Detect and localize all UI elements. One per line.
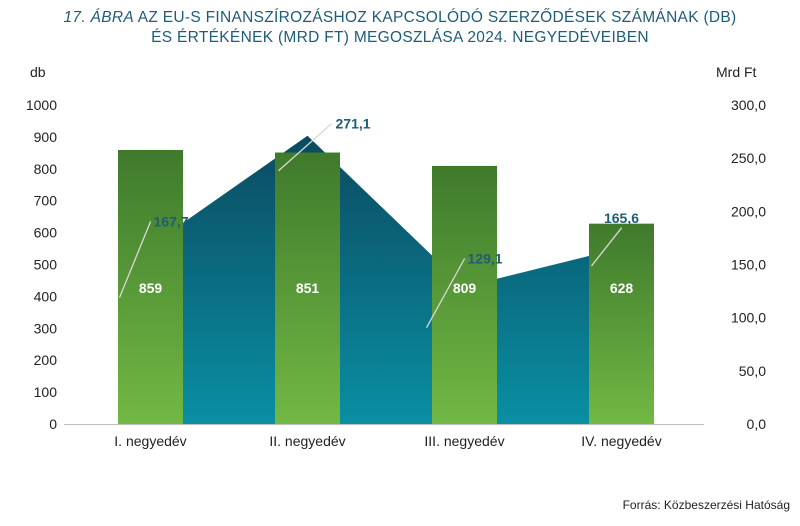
left-axis-tick-label: 100: [34, 384, 58, 400]
title-text-1: AZ EU-S FINANSZÍROZÁSHOZ KAPCSOLÓDÓ SZER…: [137, 9, 737, 26]
area-value-label: 129,1: [468, 251, 503, 267]
bar: [118, 149, 183, 424]
leader-line: [425, 258, 466, 329]
category-label: II. negyedév: [269, 433, 345, 449]
left-axis-tick-label: 500: [34, 257, 58, 273]
right-axis-tick-label: 300,0: [731, 97, 766, 113]
left-axis-tick-label: 700: [34, 193, 58, 209]
left-axis-tick-label: 900: [34, 129, 58, 145]
leader-line: [118, 221, 152, 298]
right-axis-tick-label: 50,0: [739, 363, 766, 379]
area-value-label: 271,1: [336, 116, 371, 132]
left-axis-tick-label: 400: [34, 288, 58, 304]
right-axis-tick-label: 250,0: [731, 150, 766, 166]
left-axis-tick-label: 800: [34, 161, 58, 177]
left-axis-tick-label: 200: [34, 352, 58, 368]
right-axis-tick-label: 0,0: [747, 416, 767, 432]
bar-value-label: 851: [296, 280, 320, 296]
left-axis-tick-label: 300: [34, 320, 58, 336]
title-line-2: ÉS ÉRTÉKÉNEK (MRD FT) MEGOSZLÁSA 2024. N…: [151, 29, 649, 46]
right-axis-tick-label: 200,0: [731, 203, 766, 219]
chart-title: 17. ÁBRA AZ EU-S FINANSZÍROZÁSHOZ KAPCSO…: [0, 8, 800, 48]
area-value-label: 165,6: [604, 210, 639, 226]
left-axis-unit: db: [30, 64, 46, 80]
category-label: III. negyedév: [424, 433, 504, 449]
right-axis-tick-label: 100,0: [731, 310, 766, 326]
figure-number: 17. ÁBRA: [63, 9, 134, 26]
category-label: IV. negyedév: [581, 433, 661, 449]
left-axis-tick-label: 0: [49, 416, 57, 432]
bar-value-label: 809: [453, 280, 477, 296]
area-series: [150, 135, 622, 424]
bar-value-label: 628: [610, 280, 634, 296]
bar: [432, 165, 497, 424]
bar: [589, 223, 654, 424]
right-axis-tick-label: 150,0: [731, 257, 766, 273]
left-axis-tick-label: 1000: [26, 97, 57, 113]
leader-line: [590, 227, 623, 267]
left-axis-tick-label: 600: [34, 225, 58, 241]
bar: [275, 152, 340, 424]
area-value-label: 167,7: [154, 214, 189, 230]
title-line-1: 17. ÁBRA AZ EU-S FINANSZÍROZÁSHOZ KAPCSO…: [0, 8, 800, 28]
source-note: Forrás: Közbeszerzési Hatóság: [622, 498, 790, 512]
bar-value-label: 859: [139, 280, 163, 296]
category-label: I. negyedév: [114, 433, 186, 449]
right-axis-unit: Mrd Ft: [716, 64, 757, 80]
leader-line: [278, 123, 332, 172]
